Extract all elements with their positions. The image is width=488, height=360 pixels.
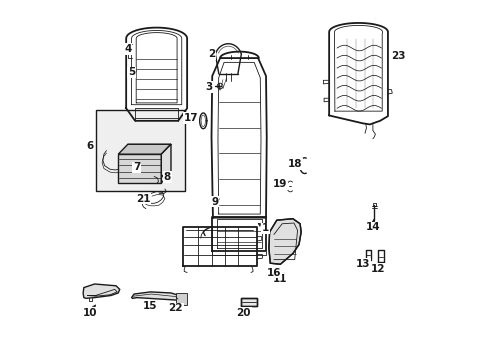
Text: 22: 22 [168,303,183,314]
Polygon shape [131,292,180,300]
Text: 10: 10 [83,308,97,318]
Text: 18: 18 [287,159,301,169]
Text: 7: 7 [133,162,141,172]
Text: 11: 11 [272,274,286,284]
Polygon shape [118,154,161,183]
Text: 1: 1 [261,224,268,233]
Text: 3: 3 [204,82,212,92]
Polygon shape [268,219,301,264]
Text: 17: 17 [183,113,198,123]
Text: 12: 12 [370,264,385,274]
Text: 2: 2 [207,49,215,59]
Text: 16: 16 [266,267,281,278]
Bar [96,110,184,192]
Text: 5: 5 [128,67,135,77]
Text: 4: 4 [124,44,131,54]
Polygon shape [161,144,171,183]
Text: 23: 23 [390,51,405,61]
Text: 6: 6 [86,141,93,151]
Polygon shape [83,284,120,298]
Polygon shape [176,293,187,305]
Text: 19: 19 [272,179,286,189]
Text: 14: 14 [365,222,379,232]
Text: 9: 9 [211,197,218,207]
Polygon shape [118,144,171,154]
Polygon shape [241,298,257,306]
Text: 8: 8 [163,172,171,182]
Text: 20: 20 [236,308,250,318]
Text: 15: 15 [143,301,158,311]
Text: 13: 13 [355,259,369,269]
Text: 21: 21 [136,194,150,204]
